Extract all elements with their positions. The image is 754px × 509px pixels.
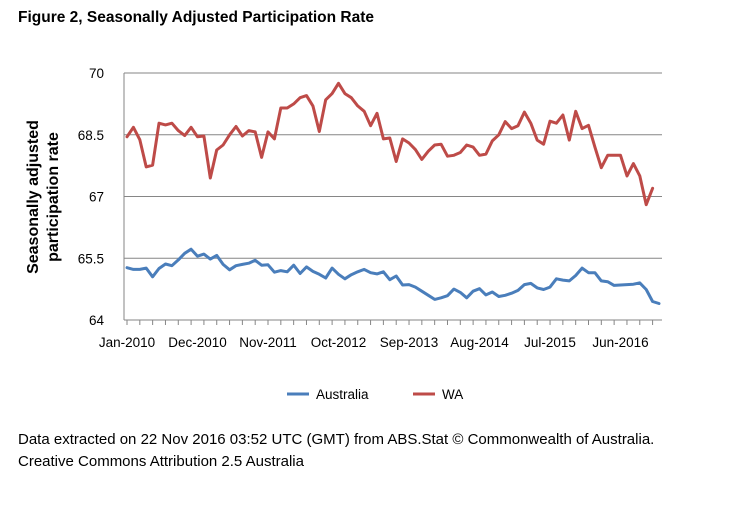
y-axis-label-line1: Seasonally adjusted <box>25 120 42 274</box>
figure-title: Figure 2, Seasonally Adjusted Participat… <box>18 9 375 26</box>
line-chart: 64 65.5 67 68.5 70 Jan-2010 Dec-2010 Nov-2011 O… <box>25 66 662 402</box>
x-tick-label: Jun-2016 <box>592 335 648 350</box>
y-tick-label: 70 <box>89 66 104 81</box>
legend-label: Australia <box>316 387 369 402</box>
y-axis-label-line2: participation rate <box>45 132 62 262</box>
series-lines <box>125 81 661 305</box>
x-tick-label: Aug-2014 <box>450 335 509 350</box>
y-tick-label: 68.5 <box>78 128 104 143</box>
x-tick-label: Jan-2010 <box>99 335 155 350</box>
x-tick-label: Nov-2011 <box>239 335 297 350</box>
series-line-wa <box>125 81 655 207</box>
gridlines <box>123 72 662 320</box>
legend-label: WA <box>442 387 463 402</box>
x-tick-label: Jul-2015 <box>524 335 576 350</box>
legend: Australia WA <box>287 387 463 402</box>
footer-line-1: Data extracted on 22 Nov 2016 03:52 UTC … <box>18 431 655 448</box>
series-line-australia <box>125 247 661 305</box>
x-tick-label: Sep-2013 <box>380 335 439 350</box>
x-tick-label: Oct-2012 <box>311 335 367 350</box>
x-tick-label: Dec-2010 <box>168 335 227 350</box>
y-ticks: 64 65.5 67 68.5 70 <box>78 66 105 328</box>
x-axis: Jan-2010 Dec-2010 Nov-2011 Oct-2012 Sep-2013… <box>99 319 662 350</box>
y-tick-label: 67 <box>89 190 104 205</box>
y-tick-label: 65.5 <box>78 251 104 266</box>
footer-line-2: Creative Commons Attribution 2.5 Austral… <box>18 453 304 470</box>
y-tick-label: 64 <box>89 313 105 328</box>
footer-note: Data extracted on 22 Nov 2016 03:52 UTC … <box>18 429 654 473</box>
